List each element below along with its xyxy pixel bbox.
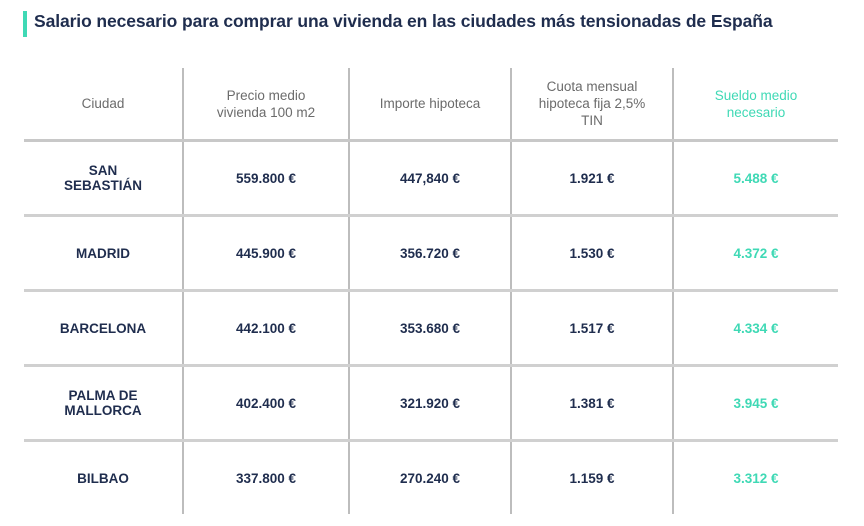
value-cell: 445.900 € (182, 215, 349, 292)
value-cell: 1.530 € (510, 215, 673, 292)
table-row: SAN SEBASTIÁN 559.800 €447,840 €1.921 €5.… (24, 140, 838, 217)
value-cell: 559.800 € (182, 140, 349, 217)
city-cell: PALMA DE MALLORCA (24, 365, 183, 442)
value-cell: 337.800 € (182, 440, 349, 514)
salary-table: Ciudad Precio medio vivienda 100 m2 Import… (24, 68, 838, 514)
value-cell: 356.720 € (348, 215, 511, 292)
value-cell: 1.381 € (510, 365, 673, 442)
value-cell: 4.372 € (672, 215, 838, 292)
value-cell: 4.334 € (672, 290, 838, 367)
value-cell: 1.517 € (510, 290, 673, 367)
value-cell: 442.100 € (182, 290, 349, 367)
column-header: Importe hipoteca (348, 68, 511, 142)
header-row: Ciudad Precio medio vivienda 100 m2 Import… (24, 68, 838, 142)
value-cell: 353.680 € (348, 290, 511, 367)
table-row: BILBAO 337.800 €270.240 €1.159 €3.312 € (24, 440, 838, 514)
page-title: Salario necesario para comprar una vivie… (34, 11, 773, 31)
city-cell: SAN SEBASTIÁN (24, 140, 183, 217)
column-header: Ciudad (24, 68, 183, 142)
city-cell: BARCELONA (24, 290, 183, 367)
value-cell: 1.159 € (510, 440, 673, 514)
column-header: Precio medio vivienda 100 m2 (182, 68, 349, 142)
city-cell: MADRID (24, 215, 183, 292)
title-accent-bar (23, 11, 27, 37)
value-cell: 3.945 € (672, 365, 838, 442)
value-cell: 1.921 € (510, 140, 673, 217)
table-row: PALMA DE MALLORCA 402.400 €321.920 €1.381… (24, 365, 838, 442)
value-cell: 402.400 € (182, 365, 349, 442)
city-cell: BILBAO (77, 470, 129, 486)
value-cell: 270.240 € (348, 440, 511, 514)
value-cell: 3.312 € (672, 440, 838, 514)
value-cell: 5.488 € (672, 140, 838, 217)
column-header: Sueldo medio necesario (672, 68, 838, 142)
table-row: MADRID 445.900 €356.720 €1.530 €4.372 € (24, 215, 838, 292)
column-header: Cuota mensual hipoteca fija 2,5% TIN (510, 68, 673, 142)
table-row: BARCELONA 442.100 €353.680 €1.517 €4.334 … (24, 290, 838, 367)
value-cell: 447,840 € (348, 140, 511, 217)
value-cell: 321.920 € (348, 365, 511, 442)
